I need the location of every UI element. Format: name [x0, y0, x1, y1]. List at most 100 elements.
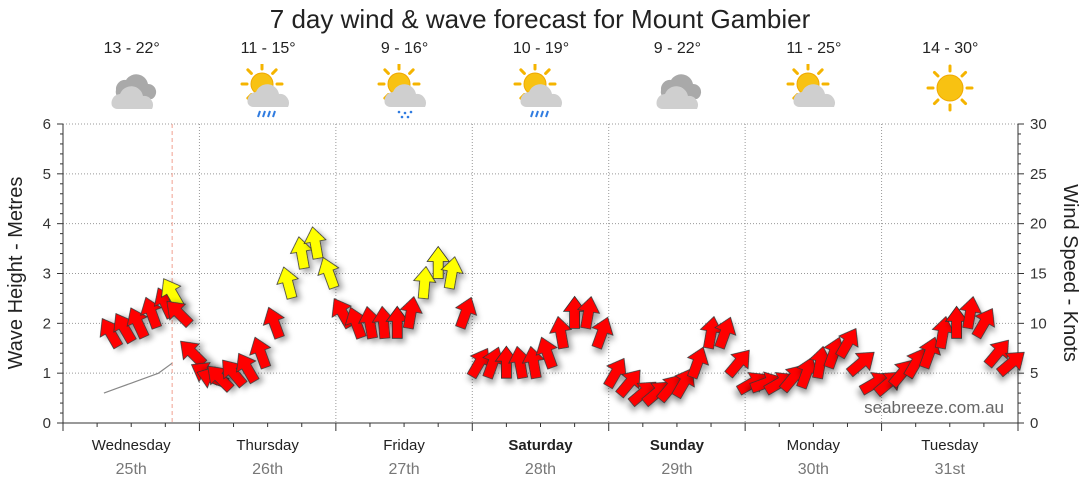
- wind-arrow: [535, 336, 558, 370]
- y2-tick-label: 5: [1030, 365, 1038, 382]
- y2-tick-label: 25: [1030, 166, 1047, 183]
- wind-arrow: [399, 295, 423, 330]
- y2-tick-label: 15: [1030, 266, 1047, 283]
- wind-arrow-shape: [958, 295, 983, 330]
- temperature-range: 13 - 22°: [103, 40, 160, 57]
- y-tick-label: 3: [43, 266, 51, 283]
- x-date-label: 29th: [661, 461, 692, 478]
- sun-ray: [271, 68, 278, 75]
- drizzle-drop: [409, 110, 412, 114]
- rain-drop: [257, 110, 262, 118]
- x-day-label: Tuesday: [921, 437, 978, 454]
- wind-arrow-shape: [262, 306, 285, 340]
- wind-arrow-shape: [835, 327, 859, 360]
- day-header: 14 - 30°: [882, 40, 1019, 120]
- x-day-label: Monday: [787, 437, 841, 454]
- y2-axis-label: Wind Speed - Knots: [1059, 184, 1080, 362]
- wind-arrow-series: [99, 226, 1025, 408]
- day-header: 11 - 15°: [200, 40, 337, 120]
- wind-arrow: [440, 256, 464, 290]
- wind-arrow: [714, 316, 737, 350]
- day-header: 13 - 22°: [63, 40, 200, 120]
- sun-ray: [933, 98, 940, 106]
- rain-drop: [267, 110, 272, 118]
- rain-drop: [545, 110, 549, 118]
- x-day-label: Thursday: [236, 437, 299, 454]
- wind-arrow-shape: [236, 352, 260, 385]
- wind-arrow-shape: [983, 339, 1009, 369]
- cloud: [520, 84, 562, 108]
- temperature-range: 11 - 15°: [240, 40, 296, 57]
- x-date-label: 25th: [116, 461, 147, 478]
- wind-arrow-shape: [845, 351, 875, 378]
- x-date-label: 27th: [389, 461, 420, 478]
- temperature-range: 10 - 19°: [512, 40, 570, 57]
- sun-disc: [936, 74, 964, 102]
- rain-drop: [272, 110, 277, 118]
- wind-arrow: [918, 336, 941, 370]
- sun-ray: [382, 68, 390, 75]
- x-day-label: Sunday: [650, 437, 705, 454]
- wind-arrow-shape: [549, 315, 573, 350]
- day-header: 9 - 16°: [336, 40, 473, 120]
- cloudy-icon: [656, 74, 702, 110]
- wind-arrow: [317, 256, 340, 290]
- wind-arrow: [958, 295, 983, 330]
- wind-arrow-shape: [724, 349, 750, 379]
- drizzle-drop: [397, 110, 400, 114]
- wave-height-line: [103, 362, 173, 394]
- wind-arrow: [549, 315, 573, 350]
- y-tick-label: 2: [43, 315, 51, 332]
- x-date-label: 26th: [252, 461, 283, 478]
- wind-arrow: [724, 349, 750, 379]
- wind-arrow-shape: [303, 226, 327, 260]
- wind-arrow-shape: [166, 300, 194, 329]
- x-day-label: Saturday: [508, 437, 573, 454]
- wind-arrow-shape: [126, 307, 150, 340]
- sun-cloud-rain-icon: [240, 64, 290, 118]
- y-axis-label: Wave Height - Metres: [5, 177, 27, 370]
- wind-arrow-shape: [686, 346, 710, 380]
- wind-arrow-shape: [714, 316, 737, 350]
- x-day-label: Wednesday: [92, 437, 171, 454]
- x-date-label: 31st: [935, 461, 966, 478]
- wind-arrow: [576, 295, 601, 330]
- y2-tick-label: 30: [1030, 116, 1047, 133]
- temperature-range: 9 - 16°: [380, 40, 429, 57]
- wind-arrow: [426, 245, 450, 279]
- sun-ray: [816, 68, 824, 75]
- sun-ray: [960, 98, 968, 106]
- wind-arrow: [971, 308, 995, 340]
- cloud: [384, 84, 426, 108]
- wind-arrow: [845, 351, 875, 378]
- drizzle-drop: [400, 115, 403, 119]
- x-day-label: Friday: [383, 437, 425, 454]
- wind-arrow-shape: [918, 336, 941, 370]
- day-header: 9 - 22°: [609, 40, 746, 120]
- sun-ray: [544, 68, 551, 75]
- x-date-label: 30th: [798, 461, 829, 478]
- sun-cloud-drizzle-icon: [377, 64, 426, 119]
- wind-arrow-shape: [249, 336, 272, 370]
- wind-arrow-shape: [426, 245, 450, 279]
- wind-arrow-shape: [412, 265, 437, 300]
- wind-arrow-shape: [276, 266, 300, 300]
- chart-title: 7 day wind & wave forecast for Mount Gam…: [269, 4, 811, 34]
- sun-ray: [792, 68, 799, 75]
- x-date-label: 28th: [525, 461, 556, 478]
- wind-arrow: [166, 300, 194, 329]
- y2-tick-label: 10: [1030, 315, 1047, 332]
- day-header: 11 - 25°: [745, 40, 882, 120]
- wind-arrow: [236, 352, 260, 385]
- wind-arrow: [249, 336, 272, 370]
- wind-arrow-shape: [317, 256, 340, 290]
- cloud: [247, 84, 290, 108]
- day-header: 10 - 19°: [473, 40, 610, 120]
- chart-axes: 0 1 2 3 4 5 6 0 5 10 15 20 25 30 Wednesday 25th Thursday…: [43, 116, 1047, 478]
- cloud: [111, 86, 153, 110]
- rain-drop: [530, 110, 534, 118]
- sun-ray: [933, 70, 940, 78]
- cloudy-icon: [111, 74, 156, 110]
